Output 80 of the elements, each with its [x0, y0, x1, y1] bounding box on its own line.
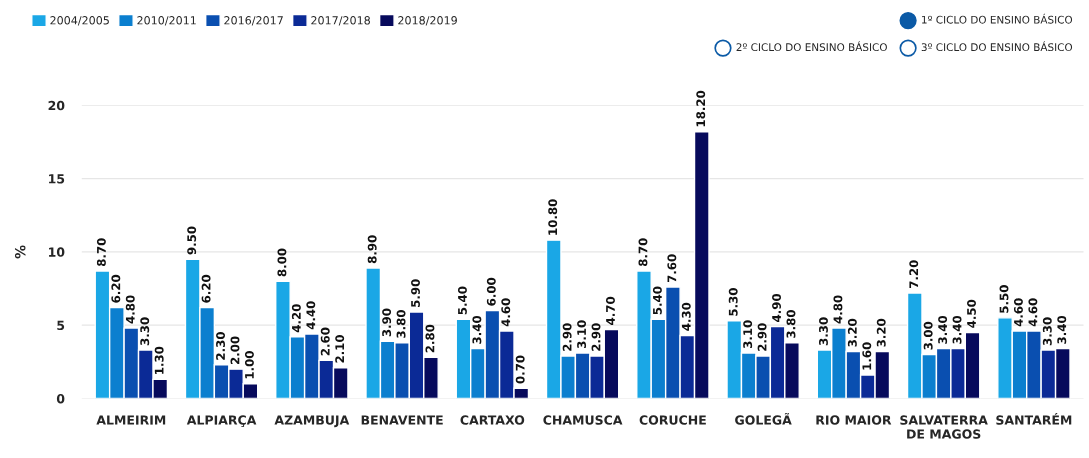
data-label: 2.90	[562, 323, 572, 351]
legend-label: 2018/2019	[398, 16, 457, 26]
data-label: 3.30	[1042, 317, 1052, 346]
data-label: 2.90	[591, 323, 601, 351]
data-label: 3.20	[847, 318, 857, 347]
y-tick-label: 10	[49, 247, 65, 257]
y-tick-label: 0	[56, 393, 65, 404]
data-label: 9.50	[187, 226, 197, 255]
data-label: 4.60	[1013, 298, 1023, 327]
y-tick-label: 15	[49, 174, 65, 184]
data-label: 10.80	[548, 199, 558, 235]
data-label: 2.30	[216, 332, 225, 360]
data-label: 2.60	[320, 327, 330, 356]
data-label: 4.30	[681, 302, 691, 331]
data-label: 3.40	[1057, 315, 1067, 344]
x-tick-label: SANTARÉM	[996, 413, 1072, 425]
x-tick-label: SALVATERRA DE MAGOS	[900, 415, 988, 439]
legend-label: 2010/2011	[137, 16, 196, 26]
data-label: 2.80	[425, 324, 435, 353]
legend-label: 2004/2005	[50, 16, 109, 26]
data-label: 3.10	[743, 320, 753, 349]
data-label: 3.90	[382, 308, 392, 337]
data-label: 4.70	[605, 296, 615, 325]
data-label: 3.40	[952, 315, 962, 344]
data-label: 8.70	[96, 238, 106, 267]
data-label: 2.10	[335, 334, 345, 363]
data-label: 8.90	[367, 235, 377, 264]
data-label: 0.70	[515, 355, 525, 384]
data-label: 3.00	[923, 321, 933, 350]
data-label: 7.60	[667, 254, 677, 283]
data-label: 3.30	[140, 317, 150, 346]
text: 3º CICLO DO ENSINO BÁSICO	[921, 41, 1073, 52]
data-label: 18.20	[696, 90, 706, 127]
y-axis-title: %	[14, 245, 26, 259]
data-label: 6.00	[486, 277, 496, 306]
text: 1º CICLO DO ENSINO BÁSICO	[922, 13, 1073, 24]
data-label: 4.60	[501, 298, 511, 327]
data-label: 4.90	[772, 293, 781, 322]
x-tick-label: CHAMUSCA	[543, 415, 623, 425]
data-label: 1.60	[862, 342, 872, 370]
legend-label: 2016/2017	[224, 16, 283, 26]
data-label: 3.40	[472, 315, 482, 344]
data-label: 5.30	[728, 288, 738, 316]
x-tick-label: ALPIARÇA	[186, 415, 257, 428]
data-label: 2.00	[230, 336, 240, 365]
data-label: 3.20	[876, 318, 886, 347]
data-label: 2.90	[757, 323, 767, 351]
data-label: 8.70	[638, 238, 648, 267]
y-tick-label: 5	[57, 320, 65, 331]
text: 2º CICLO DO ENSINO BÁSICO	[736, 41, 887, 52]
x-tick-label: CORUCHE	[639, 415, 706, 425]
data-label: 8.00	[277, 248, 287, 277]
data-label: 6.20	[111, 274, 121, 303]
x-tick-label: RIO MAIOR	[816, 415, 892, 425]
data-label: 1.00	[244, 351, 254, 379]
data-label: 4.60	[1028, 298, 1038, 327]
data-label: 3.40	[938, 315, 948, 344]
data-label: 4.80	[125, 295, 135, 324]
data-label: 3.30	[819, 317, 828, 346]
data-label: 7.20	[909, 260, 919, 288]
x-tick-label: AZAMBUJA	[274, 415, 350, 428]
data-label: 4.80	[833, 295, 843, 324]
data-label: 4.40	[306, 301, 316, 330]
data-label: 6.20	[201, 274, 211, 303]
x-tick-label: CARTAXO	[460, 415, 525, 425]
data-label: 4.50	[967, 299, 976, 328]
data-label: 5.50	[999, 285, 1009, 313]
data-label: 5.40	[457, 286, 467, 315]
data-label: 5.90	[411, 279, 420, 307]
data-label: 3.80	[786, 310, 796, 338]
data-label: 3.80	[396, 310, 406, 338]
x-tick-label: GOLEGÃ	[735, 412, 792, 425]
legend-label: 2017/2018	[311, 16, 370, 26]
data-label: 4.20	[291, 304, 301, 333]
y-tick-label: 20	[48, 100, 65, 111]
x-tick-label: BENAVENTE	[361, 415, 443, 425]
data-label: 5.40	[652, 286, 662, 315]
x-tick-label: ALMEIRIM	[96, 415, 166, 425]
data-label: 3.10	[577, 320, 587, 349]
data-label: 1.30	[154, 346, 164, 374]
